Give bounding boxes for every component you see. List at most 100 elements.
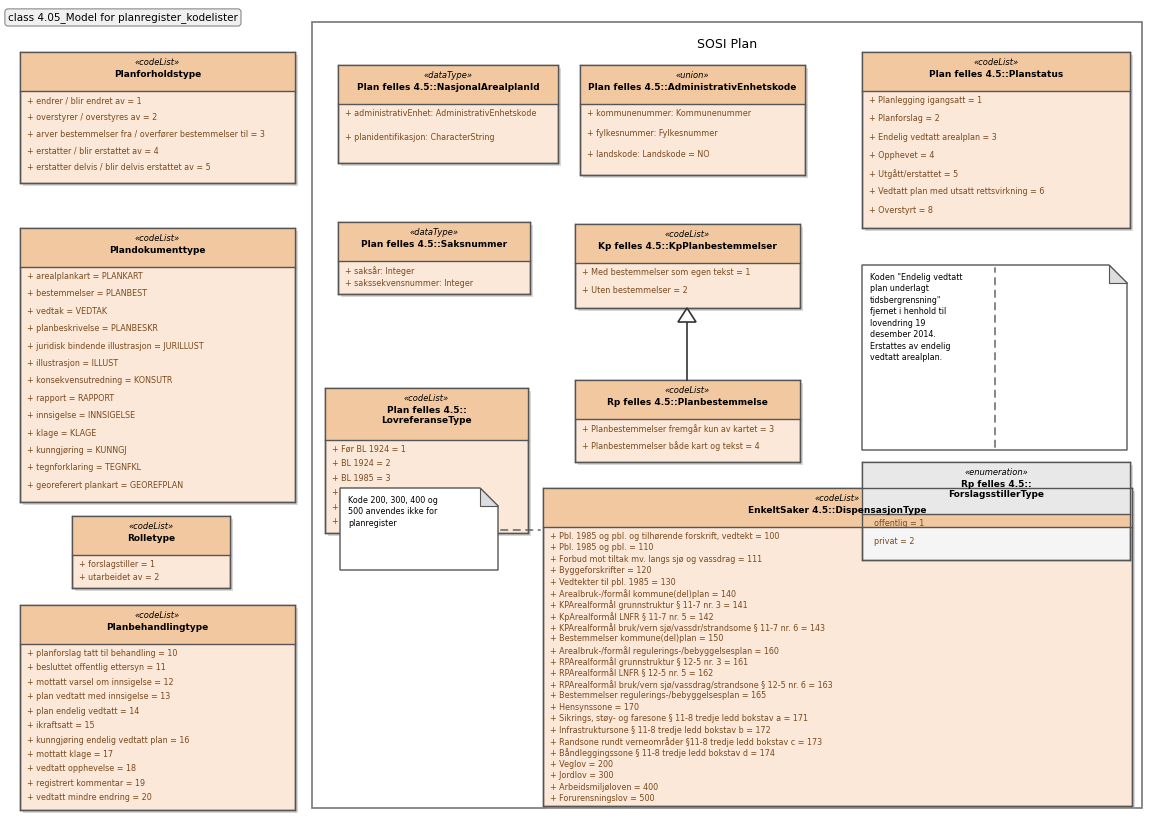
- Bar: [580, 65, 805, 175]
- Bar: [338, 222, 530, 294]
- Bar: [20, 228, 295, 502]
- Text: + administrativEnhet: AdministrativEnhetskode: + administrativEnhet: AdministrativEnhet…: [345, 109, 537, 118]
- Text: + Forurensningslov = 500: + Forurensningslov = 500: [550, 794, 654, 803]
- Text: + kommunenummer: Kommunenummer: + kommunenummer: Kommunenummer: [587, 109, 751, 118]
- Text: + innsigelse = INNSIGELSE: + innsigelse = INNSIGELSE: [27, 411, 135, 420]
- Text: + RPArealformål grunnstruktur § 12-5 nr. 3 = 161: + RPArealformål grunnstruktur § 12-5 nr.…: [550, 657, 748, 667]
- Text: + arver bestemmelser fra / overfører bestemmelser til = 3: + arver bestemmelser fra / overfører bes…: [27, 130, 265, 139]
- Text: + erstatter delvis / blir delvis erstattet av = 5: + erstatter delvis / blir delvis erstatt…: [27, 163, 211, 172]
- Text: + KPArealformål bruk/vern sjø/vassdr/strandsome § 11-7 nr. 6 = 143: + KPArealformål bruk/vern sjø/vassdr/str…: [550, 623, 825, 633]
- Text: Plan felles 4.5::AdministrativEnhetskode: Plan felles 4.5::AdministrativEnhetskode: [589, 83, 796, 92]
- Text: EnkeltSaker 4.5::DispensasjonType: EnkeltSaker 4.5::DispensasjonType: [748, 506, 927, 515]
- Text: + tegnforklaring = TEGNFKL: + tegnforklaring = TEGNFKL: [27, 463, 141, 472]
- Text: + bestemmelser = PLANBEST: + bestemmelser = PLANBEST: [27, 289, 147, 298]
- Bar: [20, 228, 295, 267]
- Text: + arealplankart = PLANKART: + arealplankart = PLANKART: [27, 272, 143, 281]
- Polygon shape: [1109, 265, 1127, 283]
- Text: + Bestemmelser kommune(del)plan = 150: + Bestemmelser kommune(del)plan = 150: [550, 634, 724, 643]
- Bar: [862, 462, 1130, 514]
- Text: «dataType»: «dataType»: [424, 71, 472, 80]
- Polygon shape: [480, 488, 499, 506]
- Bar: [75, 519, 233, 591]
- Text: + Pbl. 1985 og pbl. = 110: + Pbl. 1985 og pbl. = 110: [550, 544, 653, 553]
- Text: + planidentifikasjon: CharacterString: + planidentifikasjon: CharacterString: [345, 133, 495, 141]
- Text: + landskode: Landskode = NO: + landskode: Landskode = NO: [587, 150, 710, 159]
- Bar: [338, 65, 559, 104]
- Text: + registrert kommentar = 19: + registrert kommentar = 19: [27, 779, 145, 788]
- Text: + vedtatt opphevelse = 18: + vedtatt opphevelse = 18: [27, 765, 136, 773]
- Text: «codeList»: «codeList»: [128, 522, 173, 531]
- Bar: [546, 491, 1136, 809]
- Text: + Planbestemmelser både kart og tekst = 4: + Planbestemmelser både kart og tekst = …: [582, 441, 759, 451]
- Text: + juridisk bindende illustrasjon = JURILLUST: + juridisk bindende illustrasjon = JURIL…: [27, 342, 203, 350]
- Bar: [20, 605, 295, 644]
- Text: «codeList»: «codeList»: [135, 234, 180, 243]
- Text: + Overstyrt = 8: + Overstyrt = 8: [869, 206, 932, 215]
- Text: + Vedtatt plan med utsatt rettsvirkning = 6: + Vedtatt plan med utsatt rettsvirkning …: [869, 188, 1044, 197]
- Text: + Utgått/erstattet = 5: + Utgått/erstattet = 5: [869, 169, 958, 179]
- Bar: [20, 52, 295, 183]
- Bar: [20, 605, 295, 810]
- Text: + Med bestemmelser som egen tekst = 1: + Med bestemmelser som egen tekst = 1: [582, 268, 750, 277]
- Text: Planbehandlingtype: Planbehandlingtype: [106, 623, 209, 632]
- Bar: [866, 465, 1133, 563]
- Text: + mottatt klage = 17: + mottatt klage = 17: [27, 750, 113, 759]
- Text: «codeList»: «codeList»: [665, 386, 710, 395]
- Bar: [583, 68, 808, 178]
- Bar: [340, 225, 533, 297]
- Text: «codeList»: «codeList»: [135, 58, 180, 67]
- Text: Rp felles 4.5::
ForslagsstillerType: Rp felles 4.5:: ForslagsstillerType: [947, 480, 1044, 500]
- Text: + saksår: Integer: + saksår: Integer: [345, 266, 414, 276]
- Text: + Veglov = 200: + Veglov = 200: [550, 760, 613, 769]
- Text: + PBL 2008 = 6: + PBL 2008 = 6: [332, 516, 395, 525]
- Text: + plan vedtatt med innsigelse = 13: + plan vedtatt med innsigelse = 13: [27, 692, 171, 701]
- Polygon shape: [679, 308, 696, 322]
- Text: + Randsone rundt verneområder §11-8 tredje ledd bokstav c = 173: + Randsone rundt verneområder §11-8 tred…: [550, 737, 822, 747]
- Bar: [575, 380, 800, 419]
- Text: + Arbeidsmiljøloven = 400: + Arbeidsmiljøloven = 400: [550, 782, 658, 791]
- Text: + plan endelig vedtatt = 14: + plan endelig vedtatt = 14: [27, 707, 140, 716]
- Polygon shape: [340, 488, 499, 570]
- Text: Plan felles 4.5::
LovreferanseType: Plan felles 4.5:: LovreferanseType: [381, 406, 472, 425]
- Text: «codeList»: «codeList»: [815, 494, 860, 503]
- Bar: [325, 388, 529, 533]
- Text: «codeList»: «codeList»: [665, 230, 710, 239]
- Text: privat = 2: privat = 2: [869, 538, 914, 547]
- Text: Plan felles 4.5::NasjonalArealplanId: Plan felles 4.5::NasjonalArealplanId: [357, 83, 539, 92]
- Text: + overstyrer / overstyres av = 2: + overstyrer / overstyres av = 2: [27, 112, 157, 121]
- Text: + Jordlov = 300: + Jordlov = 300: [550, 771, 614, 780]
- Text: + BL 1985 = 3: + BL 1985 = 3: [332, 473, 390, 482]
- Text: + erstatter / blir erstattet av = 4: + erstatter / blir erstattet av = 4: [27, 146, 158, 155]
- Bar: [325, 388, 529, 440]
- Text: + BL 1924 = 2: + BL 1924 = 2: [332, 459, 390, 468]
- Bar: [578, 227, 803, 311]
- Text: + illustrasjon = ILLUST: + illustrasjon = ILLUST: [27, 359, 118, 368]
- Text: + Før BL 1924 = 1: + Før BL 1924 = 1: [332, 445, 406, 454]
- Bar: [72, 516, 230, 588]
- Polygon shape: [862, 265, 1127, 450]
- Text: + kunngjøring = KUNNGJ: + kunngjøring = KUNNGJ: [27, 446, 127, 455]
- Text: + sakssekvensnummer: Integer: + sakssekvensnummer: Integer: [345, 279, 473, 288]
- Text: + RPArealformål LNFR § 12-5 nr. 5 = 162: + RPArealformål LNFR § 12-5 nr. 5 = 162: [550, 669, 713, 677]
- Bar: [866, 55, 1133, 231]
- Text: + Hensynssone = 170: + Hensynssone = 170: [550, 703, 639, 712]
- Bar: [862, 52, 1130, 91]
- Text: Kp felles 4.5::KpPlanbestemmelser: Kp felles 4.5::KpPlanbestemmelser: [598, 242, 777, 251]
- Bar: [312, 22, 1142, 808]
- Text: Plan felles 4.5::Planstatus: Plan felles 4.5::Planstatus: [929, 70, 1063, 79]
- Bar: [575, 224, 800, 308]
- Bar: [544, 488, 1132, 806]
- Text: + planbeskrivelse = PLANBESKR: + planbeskrivelse = PLANBESKR: [27, 325, 158, 333]
- Text: class 4.05_Model for planregister_kodelister: class 4.05_Model for planregister_kodeli…: [8, 12, 238, 23]
- Bar: [544, 488, 1132, 527]
- Bar: [575, 380, 800, 462]
- Text: SOSI Plan: SOSI Plan: [697, 38, 757, 51]
- Bar: [72, 516, 230, 555]
- Text: + forslagstiller = 1: + forslagstiller = 1: [78, 560, 155, 569]
- Text: + PBL 1985 eller før = 5: + PBL 1985 eller før = 5: [332, 502, 429, 511]
- Text: Rp felles 4.5::Planbestemmelse: Rp felles 4.5::Planbestemmelse: [607, 398, 767, 407]
- Text: Plandokumenttype: Plandokumenttype: [110, 246, 205, 255]
- Text: + Vedtekter til pbl. 1985 = 130: + Vedtekter til pbl. 1985 = 130: [550, 577, 675, 586]
- Bar: [862, 52, 1130, 228]
- Bar: [23, 231, 298, 505]
